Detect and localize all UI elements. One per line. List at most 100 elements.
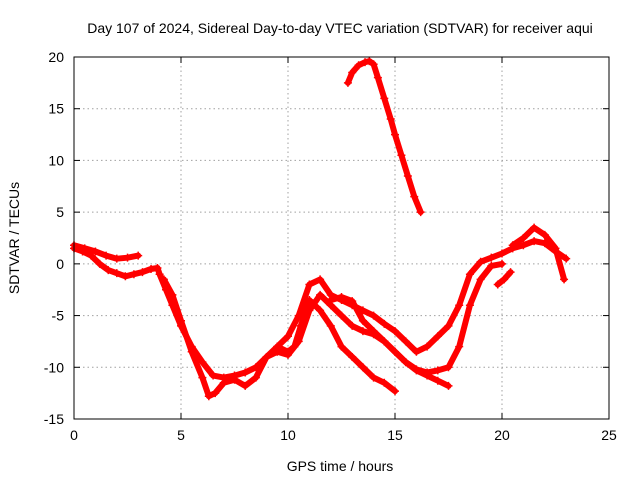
data-point-track-f — [391, 130, 399, 139]
data-point-track-e — [412, 366, 421, 375]
chart-title: Day 107 of 2024, Sidereal Day-to-day VTE… — [87, 20, 593, 36]
data-point-track-d — [284, 347, 292, 356]
y-tick-label: 15 — [48, 101, 64, 117]
data-point-track-h — [519, 234, 528, 242]
data-point-track-h — [560, 275, 569, 284]
data-point-track-b — [369, 311, 378, 320]
data-point-track-c — [177, 316, 185, 325]
y-tick-label: 0 — [56, 256, 64, 272]
data-point-track-b — [78, 247, 87, 256]
data-point-track-b — [498, 249, 506, 258]
data-point-track-c — [498, 259, 506, 268]
data-point-track-b — [540, 239, 549, 248]
data-point-track-e — [391, 347, 399, 356]
data-point-track-b — [519, 241, 528, 250]
data-point-track-b — [465, 270, 474, 279]
y-tick-label: 5 — [56, 204, 64, 220]
data-point-track-d — [296, 321, 305, 330]
x-tick-label: 5 — [177, 427, 185, 443]
data-point-track-a — [102, 251, 111, 260]
data-point-track-c — [455, 342, 464, 351]
data-point-track-d — [290, 342, 299, 351]
data-point-track-c — [487, 261, 496, 270]
data-point-track-b — [138, 268, 147, 277]
data-point-track-d — [391, 387, 399, 396]
data-point-track-c — [198, 373, 207, 382]
x-tick-label: 20 — [494, 427, 510, 443]
data-point-track-h — [508, 241, 517, 250]
data-point-track-e — [380, 337, 389, 346]
data-point-track-b — [129, 270, 138, 279]
y-tick-label: -5 — [52, 308, 65, 324]
data-point-track-b — [412, 347, 421, 356]
data-point-track-h — [530, 223, 539, 232]
data-point-track-c — [348, 321, 357, 330]
data-point-track-f — [354, 61, 363, 70]
data-point-track-c — [444, 363, 453, 372]
data-point-track-c — [262, 352, 271, 361]
data-point-track-d — [369, 373, 378, 382]
data-point-track-f — [373, 73, 382, 82]
data-point-track-b — [433, 332, 442, 341]
data-point-track-b — [487, 253, 496, 262]
data-point-track-b — [316, 275, 325, 284]
data-point-track-e — [326, 296, 335, 305]
data-point-track-b — [95, 259, 104, 268]
data-point-track-b — [121, 272, 130, 281]
data-point-track-c — [337, 311, 346, 320]
data-point-track-c — [316, 290, 325, 299]
data-point-track-e — [369, 327, 378, 336]
data-point-track-b — [305, 280, 314, 289]
data-point-track-g — [500, 275, 509, 284]
data-point-track-e — [337, 292, 346, 301]
data-point-track-a — [123, 253, 132, 262]
data-point-track-d — [316, 306, 325, 315]
y-tick-label: 10 — [48, 152, 64, 168]
data-point-track-b — [147, 265, 156, 274]
data-point-track-f — [369, 60, 378, 69]
data-point-track-b — [391, 327, 399, 336]
data-point-track-b — [112, 269, 121, 278]
data-point-track-c — [159, 275, 168, 284]
data-point-track-b — [530, 237, 539, 246]
data-point-track-h — [551, 244, 560, 253]
data-point-track-f — [343, 78, 352, 87]
data-point-track-c — [476, 275, 485, 284]
data-point-track-b — [455, 301, 464, 310]
data-point-track-e — [358, 316, 367, 325]
data-point-track-e — [423, 371, 432, 380]
data-point-track-b — [87, 251, 96, 260]
data-point-track-c — [230, 375, 239, 384]
data-point-track-c — [241, 381, 250, 390]
data-point-track-b — [209, 371, 218, 380]
data-point-track-c — [219, 378, 228, 387]
series-line-track-c — [160, 260, 505, 400]
data-point-track-b — [562, 254, 571, 263]
series-line-track-h — [509, 224, 568, 283]
data-point-track-e — [348, 297, 357, 306]
data-point-track-d — [273, 342, 282, 351]
data-point-track-e — [433, 376, 442, 385]
data-point-track-d — [326, 321, 335, 330]
y-tick-label: 20 — [48, 49, 64, 65]
x-tick-label: 25 — [601, 427, 617, 443]
x-tick-label: 10 — [280, 427, 296, 443]
data-point-track-b — [153, 263, 162, 272]
data-point-track-c — [204, 392, 213, 401]
data-point-track-c — [358, 327, 367, 336]
data-point-track-d — [337, 342, 346, 351]
data-point-track-d — [358, 363, 367, 372]
data-point-track-g — [506, 268, 515, 277]
data-point-track-f — [386, 115, 395, 124]
data-point-track-f — [416, 208, 425, 217]
data-point-track-c — [168, 290, 177, 299]
data-point-track-a — [112, 254, 121, 263]
data-point-track-b — [476, 257, 485, 266]
data-point-track-f — [397, 151, 406, 160]
data-point-track-c — [251, 373, 260, 382]
x-tick-label: 15 — [387, 427, 403, 443]
data-point-track-d — [380, 378, 389, 387]
data-point-track-b — [155, 270, 164, 279]
data-point-track-c — [433, 366, 442, 375]
